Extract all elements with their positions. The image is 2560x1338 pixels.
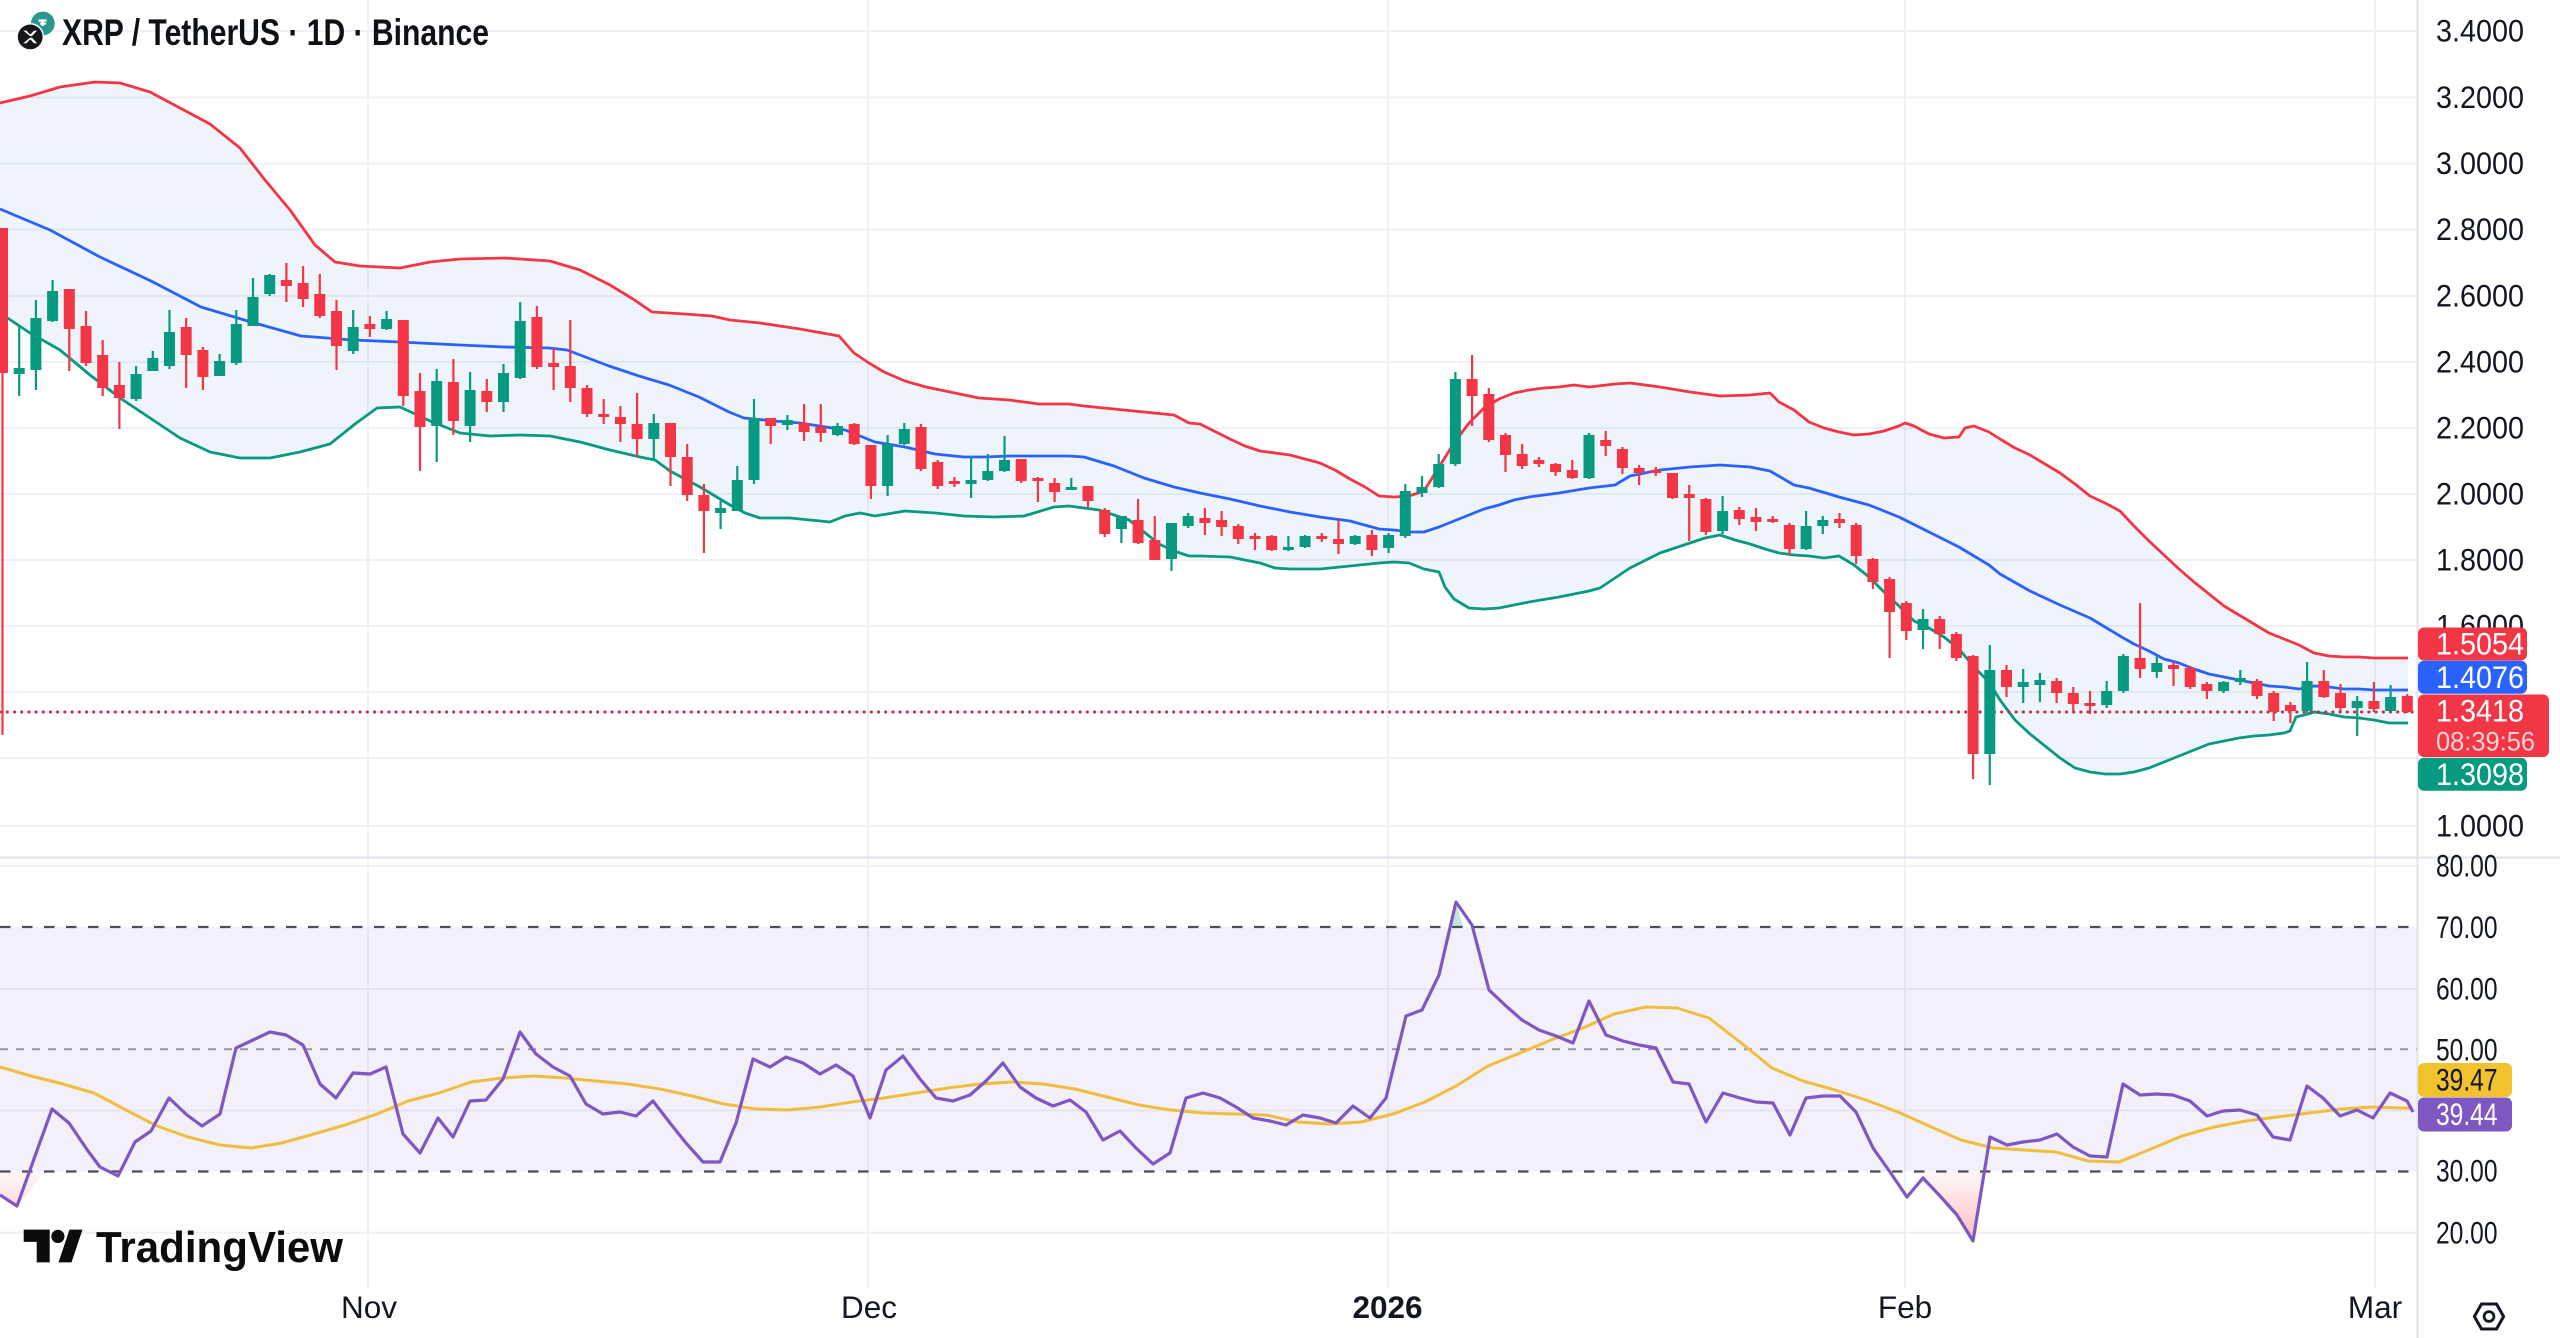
svg-text:1.0000: 1.0000 [2436, 808, 2524, 844]
svg-text:2.8000: 2.8000 [2436, 211, 2524, 247]
svg-text:1.3098: 1.3098 [2436, 756, 2524, 792]
svg-text:TradingView: TradingView [96, 1223, 344, 1272]
svg-text:1.5054: 1.5054 [2436, 626, 2524, 662]
svg-text:2.0000: 2.0000 [2436, 476, 2524, 512]
svg-text:1.3418: 1.3418 [2436, 693, 2524, 729]
svg-text:70.00: 70.00 [2436, 909, 2498, 945]
svg-text:80.00: 80.00 [2436, 848, 2498, 884]
svg-text:60.00: 60.00 [2436, 971, 2498, 1007]
svg-text:2.2000: 2.2000 [2436, 410, 2524, 446]
svg-text:20.00: 20.00 [2436, 1214, 2498, 1250]
svg-text:39.47: 39.47 [2436, 1062, 2498, 1098]
svg-text:Mar: Mar [2348, 1289, 2402, 1325]
svg-text:39.44: 39.44 [2436, 1096, 2498, 1132]
svg-text:XRP / TetherUS · 1D · Binance: XRP / TetherUS · 1D · Binance [62, 12, 489, 53]
svg-text:1.4076: 1.4076 [2436, 659, 2524, 695]
svg-text:08:39:56: 08:39:56 [2436, 727, 2535, 757]
svg-text:Feb: Feb [1878, 1289, 1932, 1325]
svg-text:1.8000: 1.8000 [2436, 542, 2524, 578]
svg-text:2026: 2026 [1352, 1289, 1422, 1325]
svg-text:3.4000: 3.4000 [2436, 13, 2524, 49]
svg-text:30.00: 30.00 [2436, 1153, 2498, 1189]
svg-text:3.2000: 3.2000 [2436, 79, 2524, 115]
svg-text:2.4000: 2.4000 [2436, 344, 2524, 380]
svg-text:2.6000: 2.6000 [2436, 278, 2524, 314]
svg-text:50.00: 50.00 [2436, 1032, 2498, 1068]
svg-text:Dec: Dec [841, 1289, 897, 1325]
svg-text:Nov: Nov [341, 1289, 397, 1325]
svg-text:3.0000: 3.0000 [2436, 145, 2524, 181]
